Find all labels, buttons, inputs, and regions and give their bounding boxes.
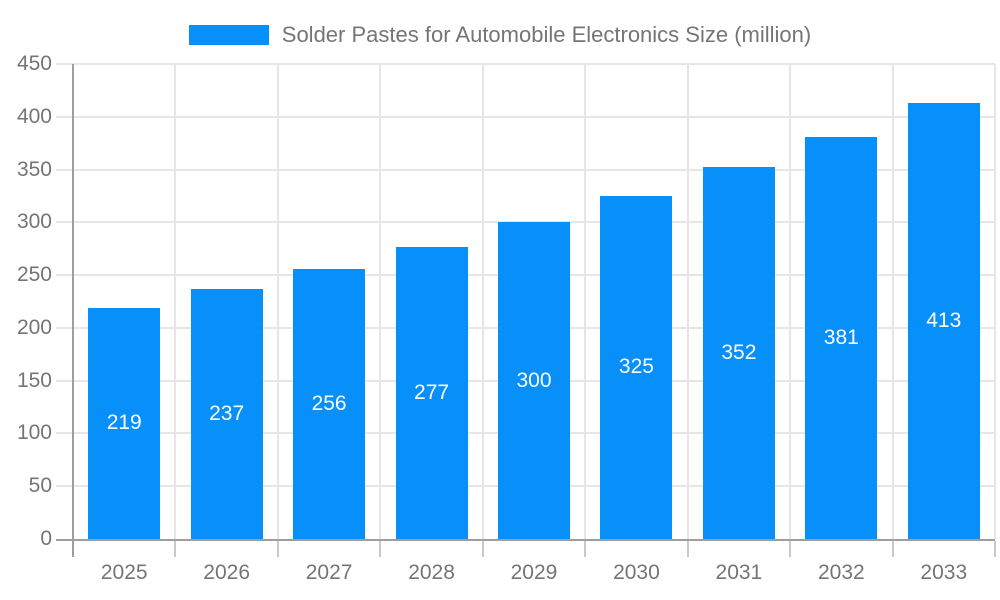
bar-value-label: 381	[823, 325, 859, 349]
bar-value-label: 256	[311, 391, 347, 415]
y-tick-label: 0	[40, 527, 52, 550]
y-tick-label: 100	[16, 421, 52, 445]
y-tick-label: 50	[28, 474, 52, 498]
category-gridline	[174, 64, 177, 539]
legend-label: Solder Pastes for Automobile Electronics…	[281, 22, 812, 47]
y-axis-line	[72, 64, 74, 557]
x-axis-line	[56, 539, 995, 541]
category-gridline	[379, 64, 382, 539]
y-tick-label: 450	[16, 52, 52, 75]
bar: 219	[88, 307, 161, 539]
y-tick-label: 350	[16, 157, 52, 181]
x-axis-tick	[789, 541, 792, 557]
bar: 237	[190, 288, 263, 539]
bar-value-label: 352	[721, 341, 757, 365]
y-tick-label: 300	[16, 210, 52, 234]
y-tick-label: 200	[16, 315, 52, 339]
bar: 413	[907, 103, 980, 539]
bar-value-label: 413	[926, 309, 962, 333]
x-axis-tick	[891, 541, 894, 557]
x-axis-tick	[379, 541, 382, 557]
x-tick-label: 2029	[510, 561, 558, 584]
x-tick-label: 2031	[715, 561, 763, 584]
category-gridline	[789, 64, 792, 539]
bar-value-label: 277	[414, 380, 450, 404]
bar-value-label: 325	[618, 355, 654, 379]
x-tick-label: 2027	[305, 561, 353, 584]
x-tick-label: 2032	[817, 561, 865, 584]
bar: 352	[702, 167, 775, 539]
x-tick-label: 2033	[920, 561, 968, 584]
x-tick-label: 2026	[203, 561, 251, 584]
y-gridline	[56, 168, 995, 171]
bar-value-label: 237	[209, 401, 245, 425]
x-axis-tick	[481, 541, 484, 557]
bar: 277	[395, 246, 468, 539]
x-axis-tick	[686, 541, 689, 557]
category-gridline	[994, 64, 996, 539]
bar: 256	[293, 268, 366, 539]
y-gridline	[56, 63, 995, 65]
x-axis-tick	[994, 541, 996, 557]
bar: 300	[498, 222, 570, 539]
bar: 325	[600, 195, 673, 539]
bar-value-label: 219	[106, 411, 142, 435]
x-tick-label: 2025	[100, 561, 148, 584]
y-tick-label: 150	[16, 368, 52, 392]
category-gridline	[686, 64, 689, 539]
x-tick-label: 2030	[613, 561, 660, 584]
y-tick-label: 400	[16, 104, 52, 128]
category-gridline	[276, 64, 279, 539]
chart-legend: Solder Pastes for Automobile Electronics…	[0, 22, 1000, 48]
x-axis-tick	[584, 541, 587, 557]
category-gridline	[891, 64, 894, 539]
x-axis-tick	[276, 541, 279, 557]
x-tick-label: 2028	[408, 561, 455, 584]
bar: 381	[805, 136, 878, 539]
category-gridline	[481, 64, 484, 539]
y-gridline	[56, 115, 995, 118]
category-gridline	[584, 64, 587, 539]
legend-swatch	[188, 25, 269, 45]
x-axis-tick	[174, 541, 177, 557]
y-tick-label: 250	[16, 263, 52, 287]
bar-value-label: 300	[516, 368, 552, 392]
